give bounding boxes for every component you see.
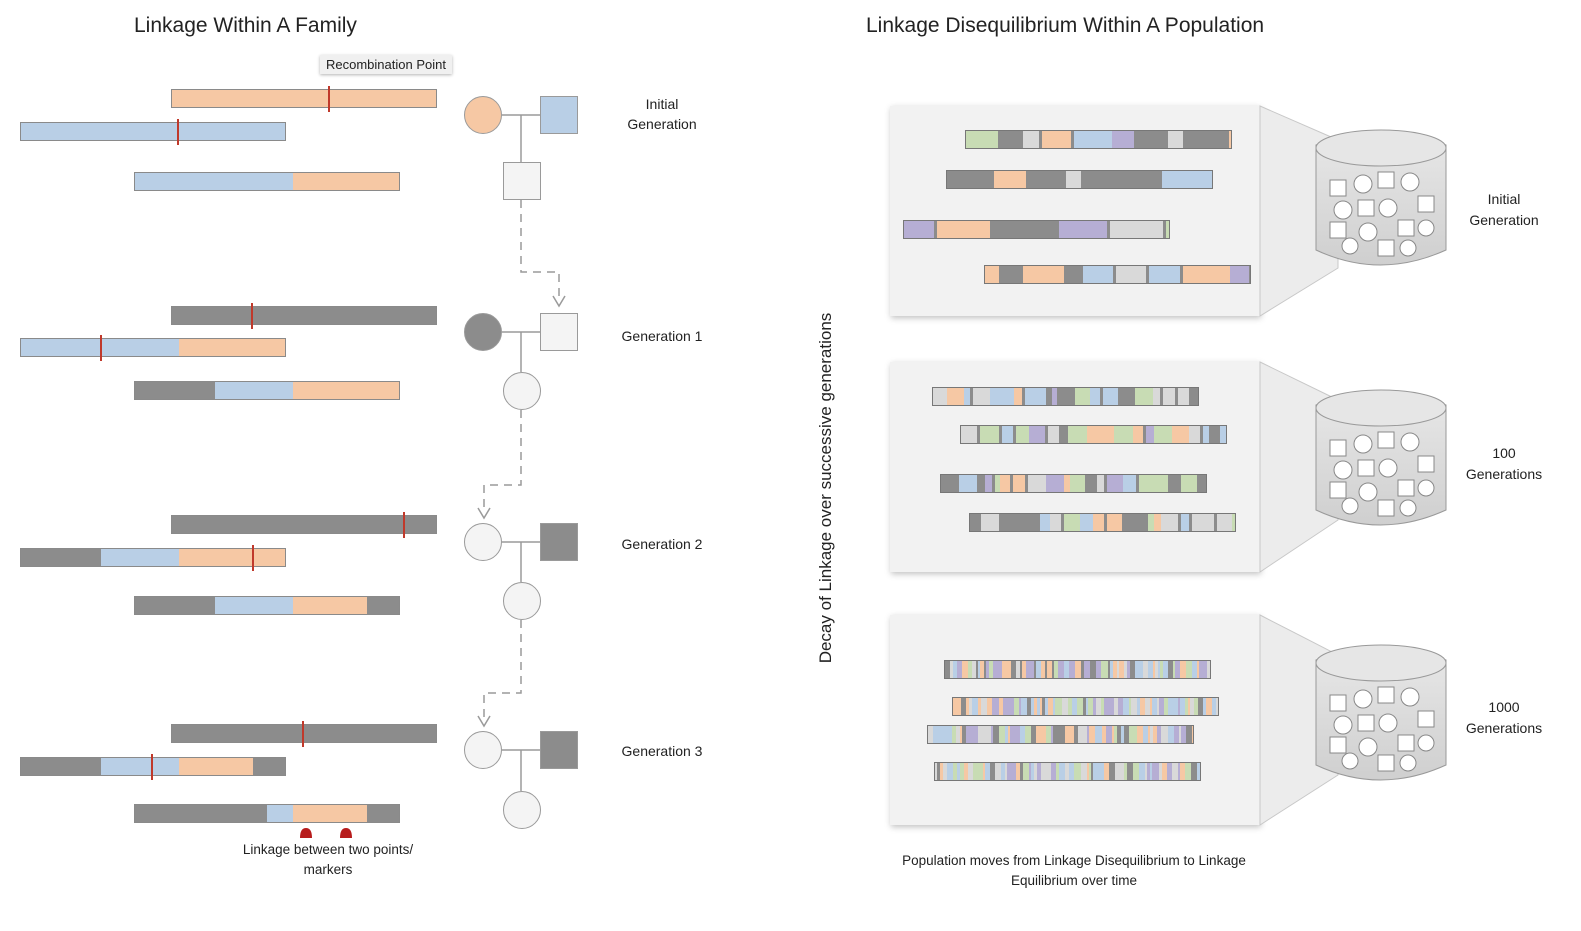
population-label: 1000 Generations (1454, 697, 1554, 739)
population-chromosome (984, 265, 1251, 284)
population-footer-line: Population moves from Linkage Disequilib… (902, 853, 1246, 868)
population-label-line: 100 (1492, 445, 1516, 461)
generation-label: Initial Generation (612, 94, 712, 134)
generation-label-line: Generation (627, 116, 697, 132)
population-footer-line: Equilibrium over time (1010, 873, 1138, 888)
population-label-line: Generation (1469, 212, 1539, 228)
population-footer: Population moves from Linkage Disequilib… (854, 851, 1294, 891)
population-chromosome (932, 387, 1199, 406)
population-label-line: Generations (1465, 466, 1543, 482)
recombination-marker (177, 119, 179, 145)
pedigree-lines (477, 114, 566, 791)
linkage-markers (300, 828, 352, 838)
decay-axis-label: Decay of Linkage over successive generat… (816, 312, 835, 664)
recombination-point-label: Recombination Point (320, 55, 452, 74)
offspring-circle-icon (503, 791, 541, 829)
family-title: Linkage Within A Family (134, 14, 357, 37)
recombination-marker (100, 335, 102, 361)
linkage-note-line: Linkage between two points/ (242, 842, 414, 857)
population-chromosome (960, 425, 1227, 444)
mother-circle-icon (464, 523, 502, 561)
mother-circle-icon (464, 313, 502, 351)
linkage-note: Linkage between two points/ markers (208, 840, 448, 880)
population-label: 100 Generations (1454, 443, 1554, 485)
chromosome-offspring (134, 172, 400, 191)
population-chromosome (965, 130, 1232, 149)
chromosome-parent-2 (20, 122, 286, 141)
population-chromosome (927, 725, 1194, 744)
generation-label: Generation 2 (612, 534, 712, 554)
father-square-icon (540, 313, 578, 351)
generation-label-line: Generation 2 (621, 536, 703, 552)
offspring-square-icon (503, 162, 541, 200)
chromosome-parent-2 (20, 338, 286, 357)
chromosome-parent-1 (171, 515, 437, 534)
chromosome-parent-1 (171, 89, 437, 108)
generation-label: Generation 3 (612, 741, 712, 761)
offspring-circle-icon (503, 372, 541, 410)
chromosome-parent-1 (171, 724, 437, 743)
recombination-marker (252, 545, 254, 571)
recombination-marker (328, 86, 330, 112)
population-label-line: 1000 (1488, 699, 1520, 715)
generation-label: Generation 1 (612, 326, 712, 346)
father-square-icon (540, 523, 578, 561)
chromosome-parent-2 (20, 757, 286, 776)
recombination-marker (151, 754, 153, 780)
population-title: Linkage Disequilibrium Within A Populati… (866, 14, 1265, 37)
chromosome-parent-2 (20, 548, 286, 567)
population-chromosome (940, 474, 1207, 493)
population-label: Initial Generation (1454, 189, 1554, 231)
generation-label-line: Initial (645, 96, 679, 112)
chromosome-offspring (134, 381, 400, 400)
offspring-circle-icon (503, 582, 541, 620)
chromosome-parent-1 (171, 306, 437, 325)
father-square-icon (540, 96, 578, 134)
mother-circle-icon (464, 96, 502, 134)
population-chromosome (946, 170, 1213, 189)
generation-label-line: Generation 3 (621, 743, 703, 759)
chromosome-offspring (134, 596, 400, 615)
population-chromosome (903, 220, 1170, 239)
population-label-line: Initial (1487, 191, 1521, 207)
marker-pin-icon (300, 828, 312, 838)
chromosome-offspring (134, 804, 400, 823)
population-label-line: Generations (1465, 720, 1543, 736)
marker-pin-icon (340, 828, 352, 838)
population-chromosome (944, 660, 1211, 679)
population-chromosome (952, 697, 1219, 716)
population-zoom-graphics (1259, 105, 1447, 826)
panel-1000 (890, 615, 1260, 825)
generation-label-line: Generation 1 (621, 328, 703, 344)
father-square-icon (540, 731, 578, 769)
recombination-marker (302, 721, 304, 747)
population-chromosome (969, 513, 1236, 532)
recombination-marker (251, 303, 253, 329)
population-chromosome (934, 762, 1201, 781)
linkage-note-line: markers (303, 862, 353, 877)
recombination-marker (403, 512, 405, 538)
mother-circle-icon (464, 731, 502, 769)
